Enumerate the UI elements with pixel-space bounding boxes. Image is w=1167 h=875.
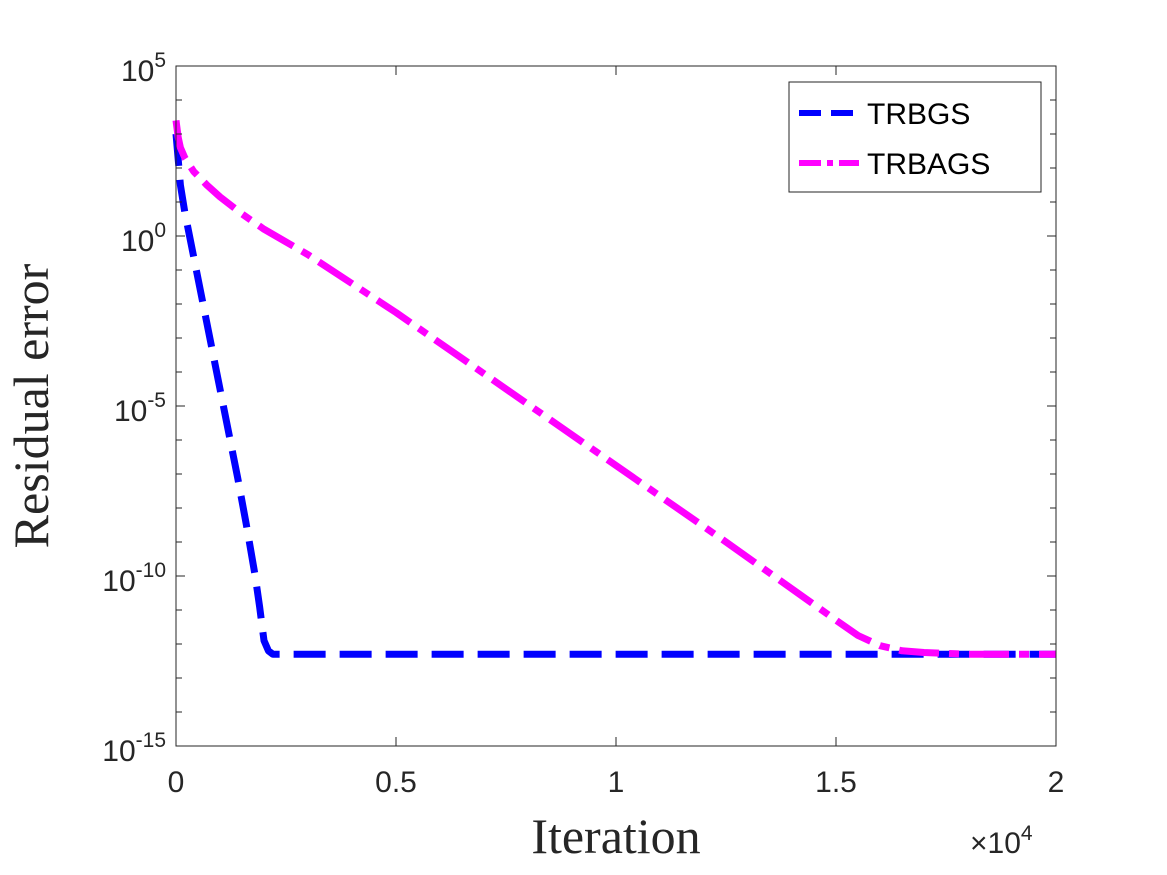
x-multiplier: ×104	[970, 822, 1033, 860]
y-tick-base: 10	[121, 55, 154, 88]
x-multiplier-base: 10	[988, 827, 1021, 860]
y-axis-title: Residual error	[3, 263, 59, 548]
y-tick-base: 10	[102, 735, 135, 768]
y-tick-label: 10-5	[114, 389, 166, 428]
x-multiplier-exp: 4	[1021, 822, 1033, 845]
plot-frame	[175, 65, 1057, 747]
legend-label-trbgs: TRBGS	[867, 98, 970, 131]
y-tick-label: 105	[121, 49, 166, 88]
x-axis-title: Iteration	[531, 808, 700, 864]
x-tick-label: 0	[168, 766, 185, 799]
y-tick-exponent: -15	[136, 729, 166, 752]
x-tick-label: 0.5	[375, 766, 417, 799]
y-tick-exponent: -10	[136, 559, 166, 582]
y-tick-base: 10	[121, 225, 154, 258]
y-tick-label: 10-10	[102, 559, 166, 598]
x-tick-label: 1.5	[815, 766, 857, 799]
series-layer	[172, 119, 1056, 658]
series-line-trbags	[172, 119, 1056, 658]
legend-label-trbags: TRBAGS	[867, 148, 990, 181]
y-tick-base: 10	[114, 395, 147, 428]
y-tick-label: 100	[121, 219, 166, 258]
legend-box	[788, 81, 1042, 193]
y-tick-exponent: -5	[147, 389, 166, 412]
y-tick-label: 10-15	[102, 729, 166, 768]
y-tick-exponent: 0	[154, 219, 166, 242]
x-tick-labels: 0 0.5 1 1.5 2	[168, 766, 1065, 799]
y-tick-exponent: 5	[154, 49, 166, 72]
legend: TRBGS TRBAGS	[788, 81, 1042, 193]
x-tick-label: 1	[608, 766, 625, 799]
series-line-trbgs	[172, 133, 1056, 658]
x-multiplier-times: ×	[970, 827, 988, 860]
x-tick-label: 2	[1048, 766, 1065, 799]
y-tick-base: 10	[102, 565, 135, 598]
